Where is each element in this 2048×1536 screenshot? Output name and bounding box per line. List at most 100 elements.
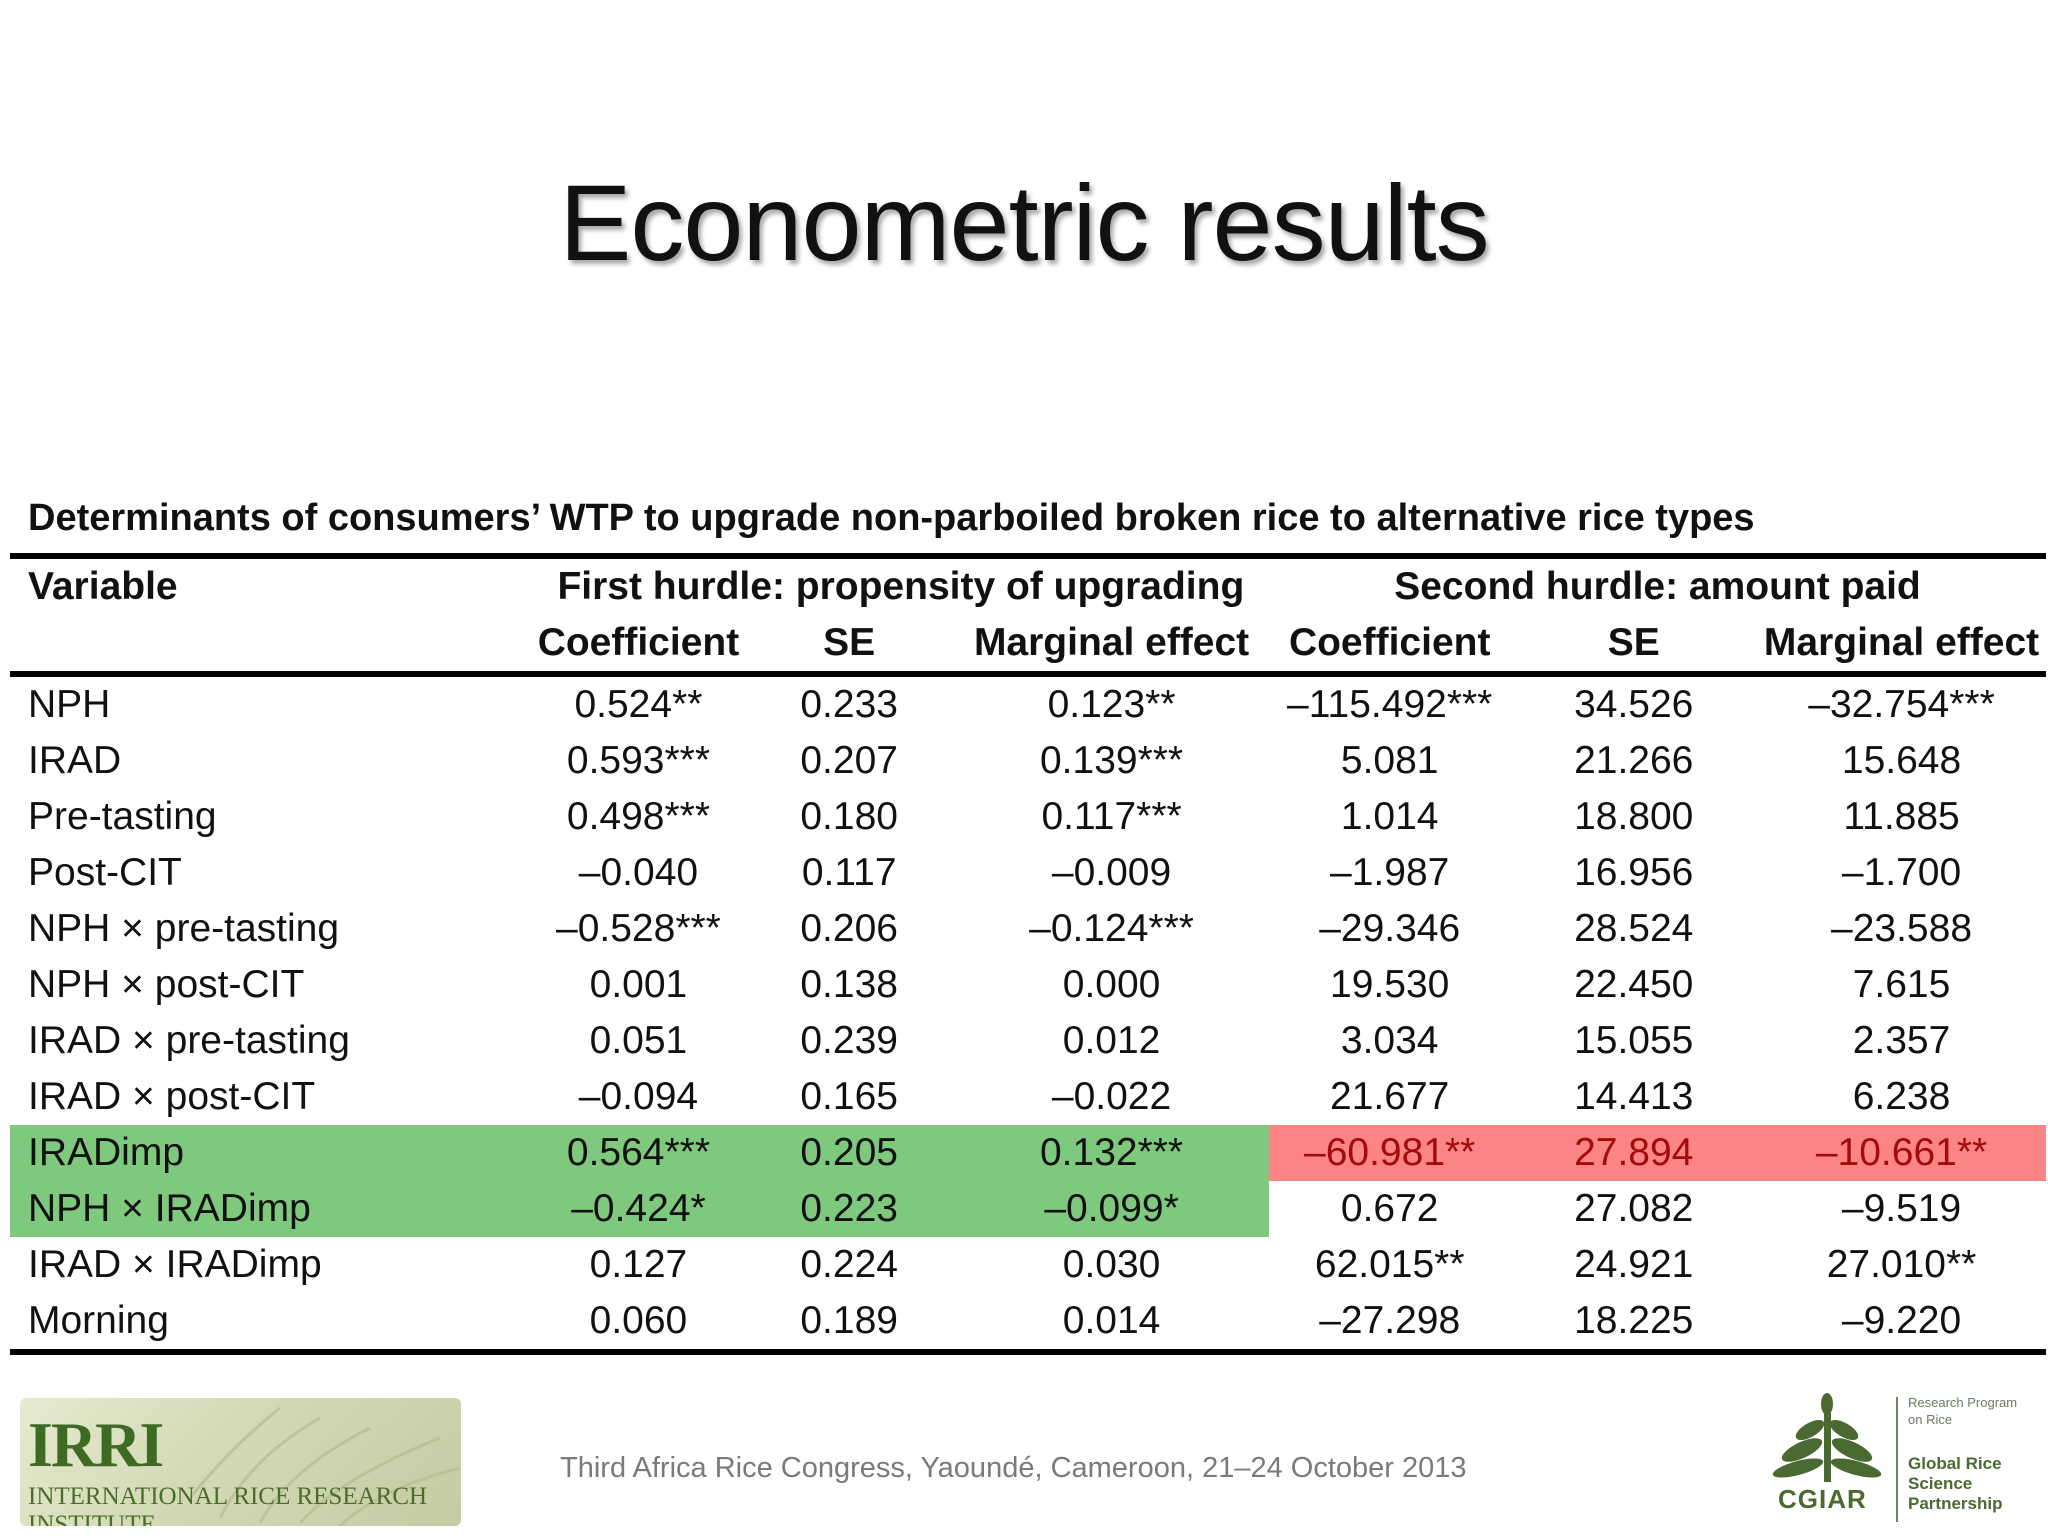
cell-se-1: 0.206 bbox=[800, 907, 898, 950]
cgiar-logo: CGIAR Research Program on Rice Global Ri… bbox=[1762, 1392, 2042, 1532]
row-variable: IRAD bbox=[28, 739, 122, 782]
cell-se-2: 27.082 bbox=[1574, 1187, 1694, 1230]
me-header-2: Marginal effect bbox=[1757, 615, 2046, 677]
cell-me-1: 0.132*** bbox=[954, 1125, 1269, 1181]
table-row: Pre-tasting 0.498*** 0.180 0.117*** 1.014 18.… bbox=[10, 789, 2046, 845]
cell-se-2: 22.450 bbox=[1574, 963, 1694, 1006]
table-row: IRAD 0.593*** 0.207 0.139*** 5.081 21.266 15.6… bbox=[10, 733, 2046, 789]
cell-coef-2: –115.492*** bbox=[1287, 683, 1493, 726]
cell-coef-1: 0.051 bbox=[589, 1019, 688, 1062]
cgiar-divider bbox=[1896, 1397, 1898, 1522]
cell-coef-1: –0.094 bbox=[578, 1075, 699, 1118]
se-header-1: SE bbox=[744, 615, 955, 677]
cell-coef-2: 62.015** bbox=[1314, 1243, 1465, 1286]
cgiar-wordmark: CGIAR bbox=[1778, 1484, 1867, 1514]
cell-me-2: 2.357 bbox=[1852, 1019, 1951, 1062]
second-hurdle-header: Second hurdle: amount paid bbox=[1269, 553, 2046, 615]
table-row: IRAD × pre-tasting 0.051 0.239 0.012 3.034 15… bbox=[10, 1013, 2046, 1069]
cell-coef-2: –1.987 bbox=[1330, 851, 1450, 894]
cell-coef-2: 3.034 bbox=[1340, 1019, 1439, 1062]
table-row: IRAD × post-CIT –0.094 0.165 –0.022 21.677 14… bbox=[10, 1069, 2046, 1125]
cell-se-1: 0.233 bbox=[800, 683, 898, 726]
cell-se-1: 0.138 bbox=[800, 963, 898, 1006]
cell-se-2: 27.894 bbox=[1510, 1125, 1758, 1181]
cell-se-1: 0.239 bbox=[800, 1019, 898, 1062]
table-row: IRAD × IRADimp 0.127 0.224 0.030 62.015** 24.… bbox=[10, 1237, 2046, 1293]
cell-coef-2: 1.014 bbox=[1340, 795, 1439, 838]
cell-se-1: 0.205 bbox=[744, 1125, 955, 1181]
table-subheader-row: Coefficient SE Marginal effect Coefficie… bbox=[10, 615, 2046, 677]
cgiar-plant-icon bbox=[1772, 1393, 1882, 1482]
cell-me-1: –0.009 bbox=[1051, 851, 1172, 894]
cell-se-2: 16.956 bbox=[1574, 851, 1694, 894]
me-header-1: Marginal effect bbox=[954, 615, 1269, 677]
cell-se-1: 0.224 bbox=[800, 1243, 898, 1286]
cell-me-2: –23.588 bbox=[1831, 907, 1973, 950]
cell-coef-2: –27.298 bbox=[1269, 1293, 1511, 1355]
cell-me-2: –10.661** bbox=[1757, 1125, 2046, 1181]
cell-coef-1: 0.524** bbox=[574, 683, 703, 726]
cell-coef-1: –0.424* bbox=[532, 1181, 745, 1237]
se-header-2: SE bbox=[1510, 615, 1758, 677]
cell-se-1: 0.223 bbox=[744, 1181, 955, 1237]
cgiar-partnership-text: Global Rice Science Partnership bbox=[1908, 1454, 2003, 1513]
cell-me-1: 0.123** bbox=[1047, 683, 1176, 726]
table-row: NPH × IRADimp –0.424* 0.223 –0.099* 0.672 27.… bbox=[10, 1181, 2046, 1237]
cell-me-2: –1.700 bbox=[1841, 851, 1962, 894]
table-row: Morning 0.060 0.189 0.014 –27.298 18.225 –9.22… bbox=[10, 1293, 2046, 1355]
cell-se-2: 15.055 bbox=[1574, 1019, 1694, 1062]
cell-me-1: –0.124*** bbox=[1029, 907, 1194, 950]
cell-coef-2: 21.677 bbox=[1330, 1075, 1450, 1118]
cell-se-1: 0.180 bbox=[800, 795, 898, 838]
cell-me-2: –9.220 bbox=[1757, 1293, 2046, 1355]
cell-me-1: 0.030 bbox=[1062, 1243, 1161, 1286]
table-row: NPH 0.524** 0.233 0.123** –115.492*** 34.526 –… bbox=[10, 674, 2046, 733]
results-table: Variable First hurdle: propensity of upg… bbox=[10, 553, 2046, 1355]
cell-me-2: 7.615 bbox=[1852, 963, 1951, 1006]
cell-coef-1: –0.040 bbox=[578, 851, 699, 894]
row-variable: NPH bbox=[28, 683, 111, 726]
cell-se-2: 18.800 bbox=[1574, 795, 1694, 838]
cell-me-2: 6.238 bbox=[1852, 1075, 1951, 1118]
cell-coef-1: –0.528*** bbox=[556, 907, 721, 950]
cell-se-2: 14.413 bbox=[1574, 1075, 1694, 1118]
table-row: IRADimp 0.564*** 0.205 0.132*** –60.981** 27.… bbox=[10, 1125, 2046, 1181]
coef-header-2: Coefficient bbox=[1269, 615, 1511, 677]
cell-me-2: –9.519 bbox=[1841, 1187, 1962, 1230]
cell-se-2: 24.921 bbox=[1574, 1243, 1694, 1286]
cell-coef-1: 0.060 bbox=[532, 1293, 745, 1355]
cell-me-1: 0.012 bbox=[1062, 1019, 1161, 1062]
row-variable: Post-CIT bbox=[28, 851, 182, 894]
variable-header: Variable bbox=[10, 553, 533, 615]
cell-se-2: 21.266 bbox=[1574, 739, 1694, 782]
table-row: Post-CIT –0.040 0.117 –0.009 –1.987 16.956 –1.… bbox=[10, 845, 2046, 901]
cell-coef-2: 0.672 bbox=[1340, 1187, 1439, 1230]
cell-coef-2: –60.981** bbox=[1269, 1125, 1511, 1181]
irri-logo-text: IRRI bbox=[28, 1409, 164, 1480]
first-hurdle-header: First hurdle: propensity of upgrading bbox=[532, 553, 1269, 615]
cell-coef-1: 0.593*** bbox=[566, 739, 711, 782]
variable-subheader-blank bbox=[10, 615, 533, 677]
coef-header-1: Coefficient bbox=[532, 615, 745, 677]
row-variable: NPH × post-CIT bbox=[28, 963, 305, 1006]
cell-me-1: 0.000 bbox=[1062, 963, 1161, 1006]
cell-coef-2: 19.530 bbox=[1330, 963, 1450, 1006]
irri-logo: IRRI INTERNATIONAL RICE RESEARCH INSTITU… bbox=[20, 1398, 461, 1526]
cell-me-2: 27.010** bbox=[1826, 1243, 1977, 1286]
cell-coef-2: –29.346 bbox=[1319, 907, 1461, 950]
cell-se-2: 28.524 bbox=[1574, 907, 1694, 950]
irri-logo-subtext: INTERNATIONAL RICE RESEARCH INSTITUTE bbox=[28, 1483, 428, 1526]
cell-me-2: 15.648 bbox=[1841, 739, 1962, 782]
cell-me-1: 0.014 bbox=[954, 1293, 1269, 1355]
cell-coef-1: 0.498*** bbox=[566, 795, 711, 838]
table-row: NPH × post-CIT 0.001 0.138 0.000 19.530 22.45… bbox=[10, 957, 2046, 1013]
cell-coef-1: 0.001 bbox=[589, 963, 688, 1006]
cell-me-1: –0.099* bbox=[954, 1181, 1269, 1237]
cell-se-2: 18.225 bbox=[1510, 1293, 1758, 1355]
cell-me-1: 0.139*** bbox=[1039, 739, 1184, 782]
cell-se-1: 0.117 bbox=[801, 851, 897, 894]
cell-se-1: 0.165 bbox=[800, 1075, 898, 1118]
cell-me-1: 0.117*** bbox=[1041, 795, 1182, 838]
cgiar-program-text: Research Program on Rice bbox=[1908, 1395, 2018, 1427]
row-variable: IRAD × IRADimp bbox=[28, 1243, 322, 1286]
